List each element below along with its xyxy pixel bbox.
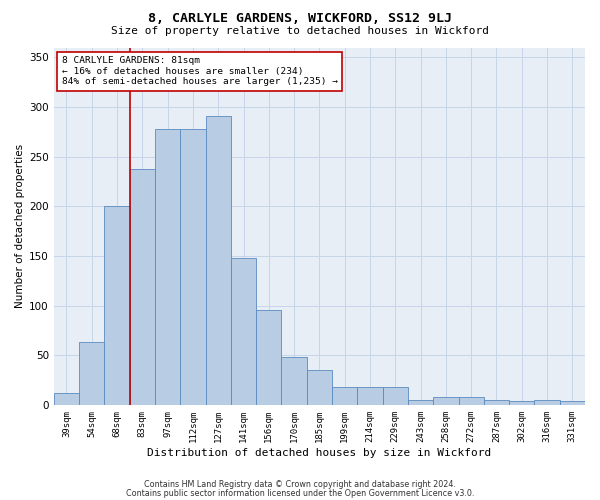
Bar	[458, 397, 484, 405]
Bar	[180, 129, 206, 405]
Text: Contains public sector information licensed under the Open Government Licence v3: Contains public sector information licen…	[126, 488, 474, 498]
Bar	[104, 206, 130, 405]
Bar	[206, 116, 231, 405]
Bar	[281, 357, 307, 405]
Bar	[484, 400, 509, 405]
Text: Contains HM Land Registry data © Crown copyright and database right 2024.: Contains HM Land Registry data © Crown c…	[144, 480, 456, 489]
Bar	[358, 387, 383, 405]
Bar	[130, 168, 155, 405]
Bar	[383, 387, 408, 405]
Bar	[535, 400, 560, 405]
Bar	[231, 258, 256, 405]
Y-axis label: Number of detached properties: Number of detached properties	[15, 144, 25, 308]
Text: 8 CARLYLE GARDENS: 81sqm
← 16% of detached houses are smaller (234)
84% of semi-: 8 CARLYLE GARDENS: 81sqm ← 16% of detach…	[62, 56, 338, 86]
Text: 8, CARLYLE GARDENS, WICKFORD, SS12 9LJ: 8, CARLYLE GARDENS, WICKFORD, SS12 9LJ	[148, 12, 452, 26]
Bar	[307, 370, 332, 405]
Bar	[79, 342, 104, 405]
X-axis label: Distribution of detached houses by size in Wickford: Distribution of detached houses by size …	[147, 448, 491, 458]
Bar	[509, 401, 535, 405]
Bar	[54, 393, 79, 405]
Text: Size of property relative to detached houses in Wickford: Size of property relative to detached ho…	[111, 26, 489, 36]
Bar	[256, 310, 281, 405]
Bar	[560, 401, 585, 405]
Bar	[408, 400, 433, 405]
Bar	[155, 129, 180, 405]
Bar	[332, 387, 358, 405]
Bar	[433, 397, 458, 405]
